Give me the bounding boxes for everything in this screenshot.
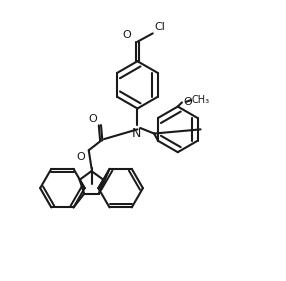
- Text: CH₃: CH₃: [192, 95, 210, 105]
- Text: N: N: [131, 126, 141, 140]
- Text: O: O: [77, 152, 86, 162]
- Text: Cl: Cl: [154, 22, 165, 32]
- Text: O: O: [123, 30, 131, 40]
- Text: O: O: [183, 98, 192, 107]
- Text: O: O: [88, 114, 97, 124]
